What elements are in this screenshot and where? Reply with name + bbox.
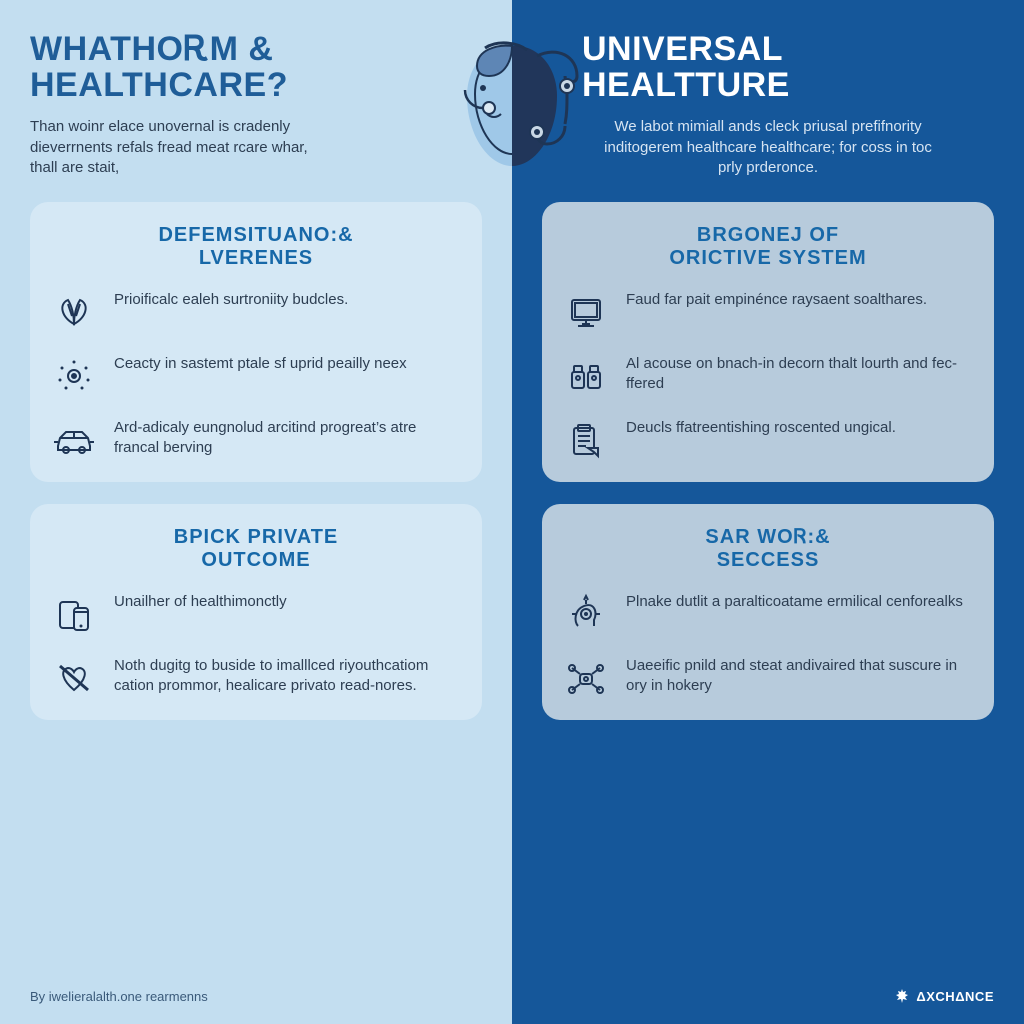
right-card-2-title: SAR WOᏒ:& SECCESS [564,526,972,572]
right-headline: UNIVERSAL HEALTTURE [582,32,994,103]
monitor-icon [564,290,608,334]
leaves-icon [52,290,96,334]
maple-leaf-icon [894,988,910,1004]
left-card-1-title: DEFEMSITUANO:& LVERENES [52,224,460,270]
car-icon [52,418,96,462]
item-text: Al acouse on bnach-in decorn thalt lourt… [626,354,972,393]
left-column: WHATHOᎡM & HEALTHCARE? Than woinr elace … [0,0,512,1024]
left-headline-line1: WHATHOᎡM & [30,30,273,68]
left-card-2: BPICK PRIVATE OUTCOME Unailher of health… [30,504,482,720]
list-item: Uaeeific pnild and steat andivaired that… [564,656,972,700]
item-text: Deucls ffatreentishing roscented ungical… [626,418,896,438]
item-text: Ard-adicaly eungnolud arcitind progreat’… [114,418,460,457]
devices-icon [52,592,96,636]
list-item: Ceacty in sastemt ptale sf uprid peailly… [52,354,460,398]
item-text: Prioificalc ealeh surtroniity budcles. [114,290,348,310]
list-item: Al acouse on bnach-in decorn thalt lourt… [564,354,972,398]
right-column: UNIVERSAL HEALTTURE We labot mimiall and… [512,0,1024,1024]
right-card-1: BRGONEJ OF ORICTIVE SYSTEM Faud far pait… [542,202,994,482]
byline: By iwelieralalth.one rearmenns [30,989,208,1004]
head-gear-icon [564,592,608,636]
infographic-canvas: WHATHOᎡM & HEALTHCARE? Than woinr elace … [0,0,1024,1024]
list-item: Faud far pait empinénce raysaent soaltha… [564,290,972,334]
right-headline-line2: HEALTTURE [582,66,790,104]
list-item: Ard-adicaly eungnolud arcitind progreat’… [52,418,460,462]
list-item: Plnake dutlit a paralticoatame ermilical… [564,592,972,636]
right-card-2: SAR WOᏒ:& SECCESS Plnake dutlit a paralt… [542,504,994,720]
left-intro: Than woinr elace unovernal is cradenly d… [30,117,330,178]
right-intro: We labot mimiall ands cleck priusal pref… [598,117,938,178]
brand-label: ΔXCHΔNCE [916,989,994,1004]
clipboard-icon [564,418,608,462]
left-footer: By iwelieralalth.one rearmenns [30,989,482,1004]
list-item: Noth dugitg to buside to imalllced riyou… [52,656,460,700]
left-headline: WHATHOᎡM & HEALTHCARE? [30,32,482,103]
right-cards: BRGONEJ OF ORICTIVE SYSTEM Faud far pait… [542,202,994,988]
list-item: Deucls ffatreentishing roscented ungical… [564,418,972,462]
right-footer: ΔXCHΔNCE [542,988,994,1004]
item-text: Plnake dutlit a paralticoatame ermilical… [626,592,963,612]
heart-slash-icon [52,656,96,700]
right-card-1-title: BRGONEJ OF ORICTIVE SYSTEM [564,224,972,270]
left-card-1: DEFEMSITUANO:& LVERENES Prioificalc eale… [30,202,482,482]
list-item: Unailher of healthimonctly [52,592,460,636]
left-cards: DEFEMSITUANO:& LVERENES Prioificalc eale… [30,202,482,989]
right-headline-line1: UNIVERSAL [582,30,783,68]
machines-icon [564,354,608,398]
item-text: Ceacty in sastemt ptale sf uprid peailly… [114,354,407,374]
sun-spots-icon [52,354,96,398]
left-card-2-title: BPICK PRIVATE OUTCOME [52,526,460,572]
item-text: Uaeeific pnild and steat andivaired that… [626,656,972,695]
item-text: Noth dugitg to buside to imalllced riyou… [114,656,460,695]
list-item: Prioificalc ealeh surtroniity budcles. [52,290,460,334]
item-text: Unailher of healthimonctly [114,592,287,612]
item-text: Faud far pait empinénce raysaent soaltha… [626,290,927,310]
left-headline-line2: HEALTHCARE? [30,66,288,104]
drone-icon [564,656,608,700]
